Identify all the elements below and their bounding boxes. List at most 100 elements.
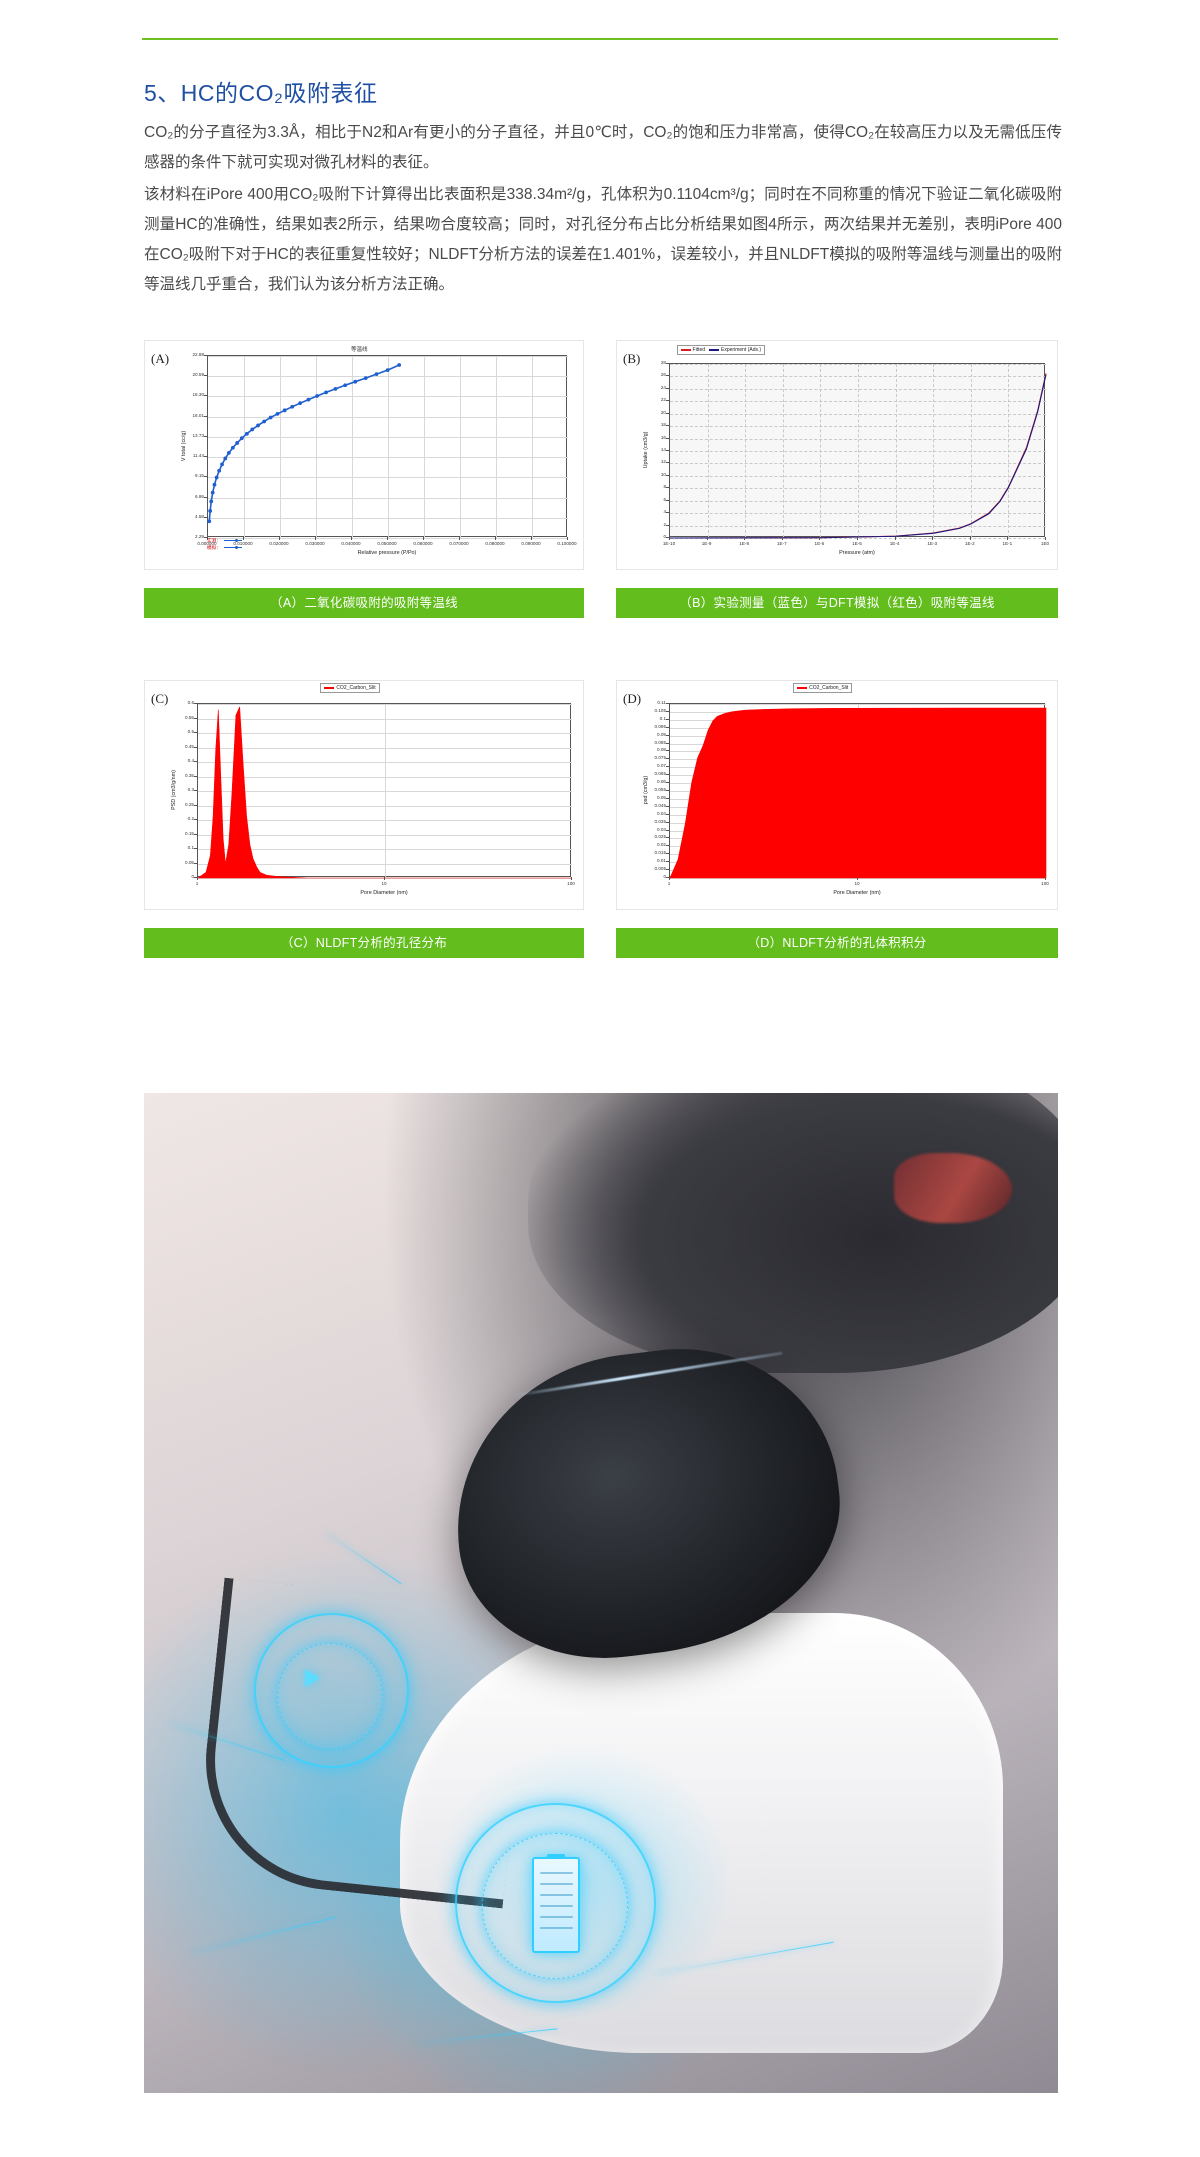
plot-c-ytick-label: 0.55 <box>185 714 194 720</box>
plot-a-ytick <box>204 395 207 397</box>
chart-c-canvas: 0 0.05 0.1 0.15 0.2 0.25 0.3 0.35 0.4 0.45 0.5 0.55… <box>145 681 583 909</box>
plot-a-point <box>385 368 390 373</box>
plot-c-ytick <box>194 862 197 864</box>
plot-a-point <box>207 519 212 524</box>
plot-d-ytick-label: 0 <box>663 874 666 879</box>
plot-d-ytick <box>666 782 669 784</box>
plot-b-xtick-label: 1E-1 <box>1002 541 1013 546</box>
plot-a-point <box>217 468 222 473</box>
plot-d-xtick <box>857 877 858 880</box>
plot-d-ytick-label: 0.065 <box>654 771 667 777</box>
plot-b-gridline-v <box>820 364 822 538</box>
plot-d-ytick <box>666 734 669 736</box>
plot-b-yaxis-title: Uptake (cm3/g) <box>643 431 649 469</box>
chart-a-legend-swatch <box>223 539 242 542</box>
plot-c-ytick-label: 0 <box>191 874 194 879</box>
plot-d-ytick-label: 0.01 <box>657 858 666 864</box>
plot-a-point <box>268 415 273 420</box>
plot-c-xtick <box>384 877 385 880</box>
paragraph-intro: CO₂的分子直径为3.3Å，相比于N2和Ar有更小的分子直径，并且0℃时，CO₂… <box>144 124 1062 171</box>
plot-c-xtick-label: 10 <box>381 881 387 886</box>
plot-c-ytick-label: 0.25 <box>185 801 194 807</box>
plot-d-xtick <box>1045 877 1046 880</box>
plot-b-xtick-label: 1E-4 <box>889 541 900 546</box>
plot-a-xtick <box>207 537 208 540</box>
plot-a-point <box>235 441 240 445</box>
plot-c-ytick-label: 0.45 <box>185 743 194 749</box>
plot-c-ytick-label: 0.4 <box>187 758 194 763</box>
plot-a-xtick <box>315 537 316 540</box>
battery-icon <box>532 1854 580 1953</box>
paragraph-results: 该材料在iPore 400用CO₂吸附下计算得出比表面积是338.34m²/g，… <box>144 186 1062 293</box>
plot-c-legend-label: CO2_Carbon_Slit <box>336 685 376 691</box>
plot-b-ytick <box>666 375 669 377</box>
plot-d-ytick <box>666 869 669 871</box>
plot-a-point <box>333 386 338 391</box>
plot-b-xtick <box>932 537 934 540</box>
plot-b-xtick-label: 1E-9 <box>701 541 712 546</box>
plot-b-frame <box>669 363 1047 539</box>
plot-b-xtick <box>781 537 783 540</box>
plot-a-point <box>208 509 213 513</box>
photo-hud-ring-left <box>253 1613 410 1768</box>
panel-letter-d: (D) <box>623 691 642 706</box>
plot-a-ytick <box>204 456 207 458</box>
plot-a-xtick <box>567 537 568 540</box>
plot-a-xtick-label: 0.030000 <box>305 541 325 546</box>
plot-b-ytick-label: 2 <box>663 521 666 527</box>
plot-a-gridline-v <box>532 356 533 538</box>
plot-d-ytick <box>666 718 669 720</box>
photo-hud-arrow-icon <box>304 1669 320 1687</box>
plot-a-point <box>298 401 303 406</box>
plot-b-xtick-label: 1E-6 <box>814 541 825 546</box>
plot-b-ytick-label: 0 <box>663 534 666 539</box>
plot-b-xaxis-title: Pressure (atm) <box>839 550 875 556</box>
chart-a-title: 等温线 <box>351 347 368 353</box>
panel-letter-a: (A) <box>151 351 170 366</box>
plot-b-gridline-v <box>933 364 935 538</box>
plot-b-legend: Fitted Experiment (Ads.) <box>676 345 766 355</box>
plot-b-xtick <box>857 537 858 540</box>
plot-a-xtick <box>387 537 388 540</box>
plot-b-ytick <box>666 474 669 476</box>
plot-b-legend-label: Fitted <box>692 347 706 353</box>
plot-d-gridline-h <box>670 878 1046 879</box>
figure-a-caption: （A）二氧化碳吸附的吸附等温线 <box>144 588 584 618</box>
plot-a-point <box>324 390 328 395</box>
plot-b-ytick <box>666 400 669 402</box>
plot-b-ytick <box>666 462 669 464</box>
plot-b-xtick <box>819 537 821 540</box>
plot-b-legend-item: Experiment (Ads.) <box>709 347 761 353</box>
plot-a-ytick-label: 18.30 <box>192 392 205 398</box>
plot-c-ytick <box>194 775 197 777</box>
plot-d-area <box>669 707 1047 879</box>
plot-c-ytick-label: 0.1 <box>187 845 194 850</box>
plot-b-xtick-label: 1E-5 <box>852 541 862 546</box>
page-title-text: 5、HC的CO₂吸附表征 <box>144 80 378 106</box>
plot-b-ytick <box>666 387 669 389</box>
plot-b-ytick <box>666 524 669 526</box>
plot-c-ytick-label: 0.3 <box>187 787 194 792</box>
plot-a-ytick <box>204 375 207 377</box>
plot-a-xtick <box>423 537 424 540</box>
plot-a-point <box>315 394 319 398</box>
plot-b-xtick-label: 1E-8 <box>739 541 750 546</box>
figure-c: (C) 0 0.05 0.1 0.15 0.2 0.25 0.3 0.35 0.4 0.45 0.5… <box>144 680 584 958</box>
plot-b-gridline-v <box>895 364 897 538</box>
plot-d-ytick-label: 0.06 <box>657 779 666 785</box>
plot-a-point <box>306 397 311 402</box>
plot-a-point <box>209 499 214 504</box>
figure-d: (D) 0 0.005 0.01 0.015 0.02 0.025 0.03 0.035 0.0… <box>616 680 1058 958</box>
plot-a-xtick <box>243 537 244 540</box>
plot-d-ytick <box>666 726 669 728</box>
plot-a-point <box>282 408 287 413</box>
plot-d-ytick <box>666 742 669 744</box>
plot-a-xtick-label: 0.100000 <box>557 541 577 546</box>
plot-b-gridline-v <box>782 364 784 538</box>
plot-d-ytick-label: 0.075 <box>654 755 667 761</box>
plot-c-ytick <box>194 761 197 762</box>
figure-a: (A) 等温线 2.29 4.58 6.86 9.15 11.44 13.73 16.01 1… <box>144 340 584 618</box>
plot-c-gridline-h <box>198 878 572 879</box>
chart-a-legend-marker <box>234 539 238 542</box>
plot-b-gridline-v <box>1008 364 1010 538</box>
